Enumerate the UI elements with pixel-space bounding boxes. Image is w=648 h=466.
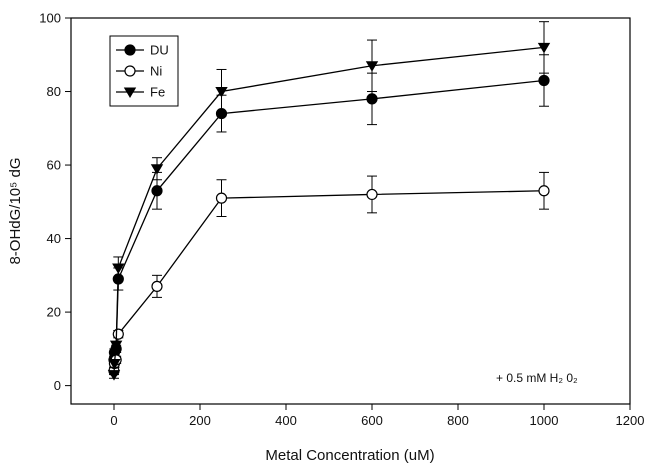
data-point: [215, 192, 228, 204]
series-ni: [108, 171, 550, 377]
y-axis-title: 8-OHdG/10⁵ dG: [7, 157, 24, 264]
data-point: [108, 359, 121, 370]
data-point: [112, 328, 124, 340]
legend: DU Ni Fe: [109, 35, 179, 107]
y-tick-label: 40: [47, 231, 61, 246]
x-tick-label: 0: [110, 413, 117, 428]
y-tick-label: 60: [47, 158, 61, 173]
series-layer: [107, 21, 551, 381]
legend-marker-du: [124, 44, 136, 56]
data-point: [150, 164, 164, 175]
data-point: [112, 263, 125, 274]
x-tick-label: 600: [361, 413, 383, 428]
legend-label-du: DU: [150, 43, 169, 58]
data-point: [107, 370, 121, 381]
axis-ticks: 0 200 400 600 800 1000 1200 0 20 40 60 80 100: [39, 11, 644, 429]
plot-frame: [70, 17, 631, 405]
annotation: + 0.5 mM H₂ 0₂: [496, 371, 578, 385]
series-fe: [107, 21, 551, 381]
y-tick-label: 100: [39, 11, 61, 26]
legend-label-fe: Fe: [150, 85, 165, 100]
x-axis-title: Metal Concentration (uM): [265, 447, 434, 464]
legend-marker-fe: [123, 87, 137, 99]
y-tick-label: 0: [54, 378, 61, 393]
y-tick-label: 80: [47, 84, 61, 99]
x-tick-label: 1000: [530, 413, 559, 428]
x-tick-label: 200: [189, 413, 211, 428]
x-tick-label: 800: [447, 413, 469, 428]
data-point: [151, 280, 163, 292]
data-point: [538, 185, 550, 197]
series-line-du: [113, 79, 545, 360]
series-line-ni: [113, 190, 545, 371]
data-point: [537, 42, 551, 54]
data-point: [109, 340, 123, 352]
x-tick-label: 400: [275, 413, 297, 428]
data-point: [151, 185, 163, 197]
data-point: [366, 93, 378, 105]
data-point: [365, 61, 379, 72]
data-point: [215, 86, 228, 98]
y-tick-label: 20: [47, 305, 61, 320]
data-point: [366, 188, 378, 201]
legend-label-ni: Ni: [150, 64, 162, 79]
legend-marker-ni: [124, 65, 136, 77]
x-tick-label: 1200: [616, 413, 645, 428]
data-point: [538, 74, 550, 87]
